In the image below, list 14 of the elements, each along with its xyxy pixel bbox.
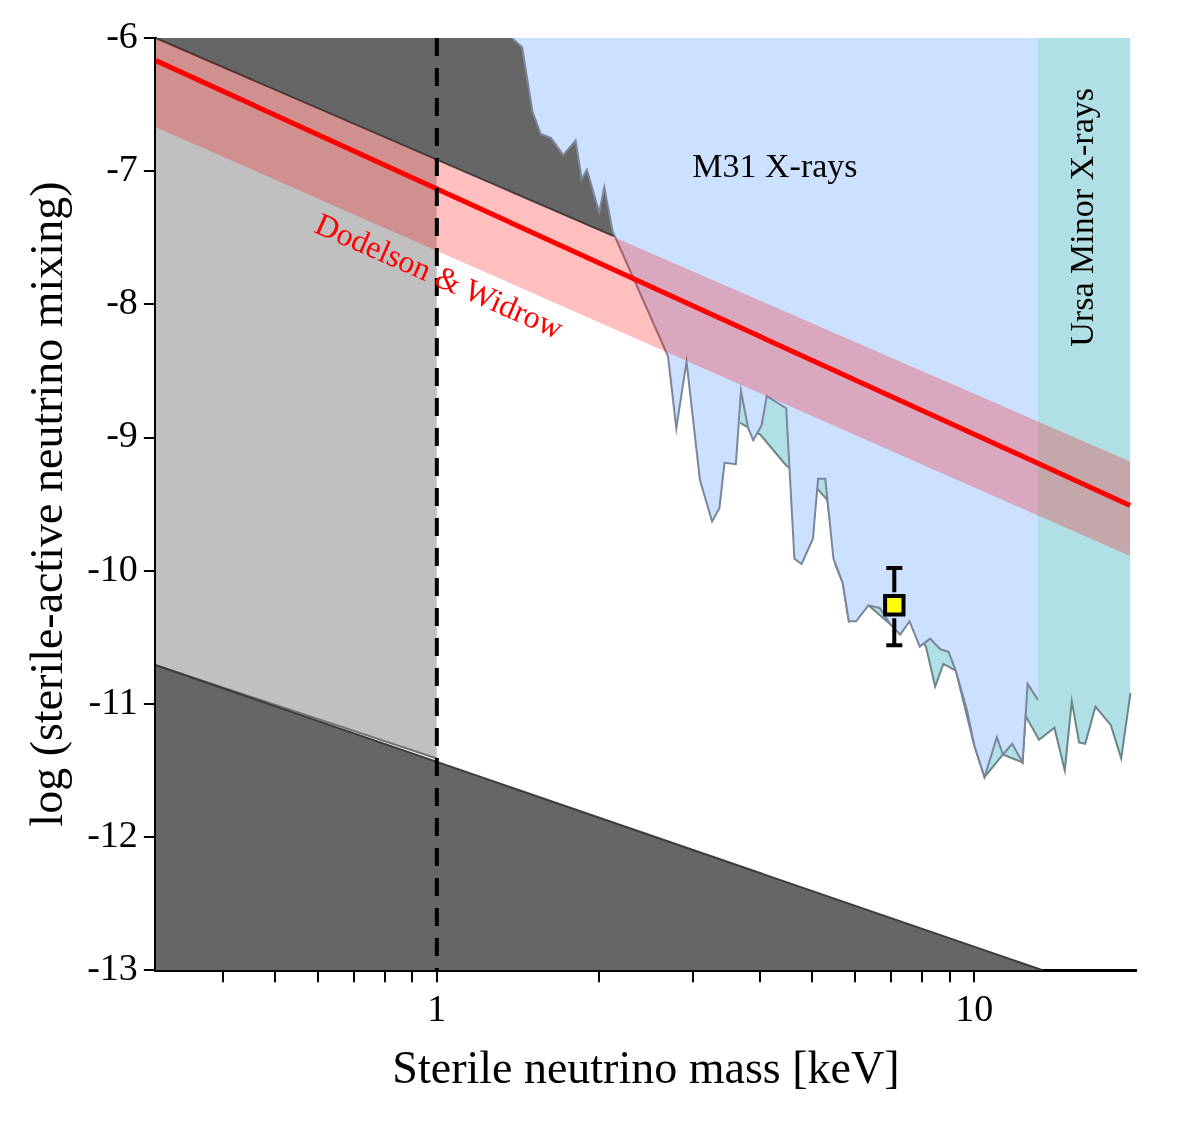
x-axis-title: Sterile neutrino mass [keV] <box>392 1042 900 1094</box>
y-tick-label: -9 <box>106 413 138 456</box>
y-tick-label: -10 <box>87 546 138 589</box>
y-tick-label: -7 <box>106 147 138 190</box>
x-tick-label: 10 <box>955 986 994 1029</box>
y-tick-label: -8 <box>106 280 138 323</box>
x-tick-label: 1 <box>427 986 447 1029</box>
y-axis-title: log (sterile-active neutrino mixing) <box>20 181 72 827</box>
y-tick-label: -13 <box>87 946 138 989</box>
series-label: M31 X-rays <box>692 147 858 185</box>
series-label: Ursa Minor X-rays <box>1063 88 1101 347</box>
y-tick-label: -6 <box>106 13 138 56</box>
y-tick-label: -12 <box>87 813 138 856</box>
y-tick-label: -11 <box>88 679 138 722</box>
